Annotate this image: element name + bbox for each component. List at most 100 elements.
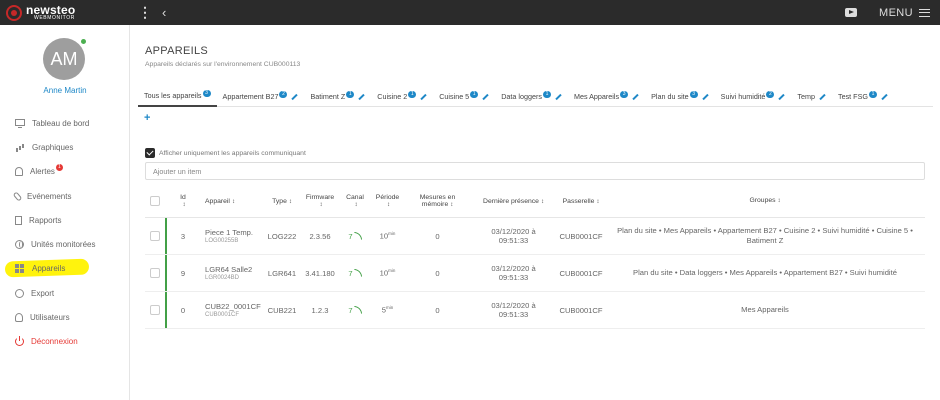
sidebar-item-rapports[interactable]: Rapports [0,208,130,232]
checkbox-label: Afficher uniquement les appareils commun… [159,149,306,157]
pencil-icon[interactable] [701,93,709,100]
avatar[interactable]: AM [43,38,85,80]
pencil-icon[interactable] [358,93,365,100]
tab-tous-les-appareils[interactable]: Tous les appareils 3 [138,87,217,107]
col-mesures[interactable]: Mesures en mémoire ↕ [419,194,456,208]
pencil-icon[interactable] [420,93,427,100]
sidebar-item-unites-monitorees[interactable]: Unités monitorées [0,232,130,256]
checkbox-checked[interactable] [145,148,155,158]
cell-passerelle: CUB0001CF [559,268,603,278]
menu-label[interactable]: MENU [879,6,913,19]
add-item-input[interactable] [145,162,925,180]
cell-date: 03/12/2020 à [491,227,536,236]
sidebar-item-deconnexion[interactable]: Déconnexion [0,330,130,354]
row-checkbox[interactable] [150,231,160,241]
tab-plan-du-site[interactable]: Plan du site 3 [645,87,715,107]
pencil-icon[interactable] [881,93,888,100]
cell-groupes: Mes Appareils [741,304,789,314]
sidebar-item-alertes[interactable]: Alertes 1 [0,160,130,184]
pencil-icon[interactable] [291,93,299,100]
paperclip-icon [12,190,23,202]
page-subtitle: Appareils déclarés sur l'environnement C… [145,61,301,68]
main-content: APPAREILS Appareils déclarés sur l'envir… [130,25,940,400]
sort-icon: ↕ [540,198,544,205]
tab-label: Appartement B27 [222,92,279,101]
chevron-left-icon[interactable]: ‹ [162,5,167,20]
device-name[interactable]: Piece 1 Temp. [205,228,253,237]
sidebar-item-export[interactable]: Export [0,281,130,305]
bell-icon [15,167,23,177]
sidebar-item-utilisateurs[interactable]: Utilisateurs [0,305,130,329]
device-serial: CUB0001CF [205,312,240,318]
tab-cuisine-2[interactable]: Cuisine 2 1 [371,87,433,107]
sidebar-item-tableau-de-bord[interactable]: Tableau de bord [0,111,130,135]
sidebar-item-graphiques[interactable]: Graphiques [0,135,130,159]
device-name[interactable]: LGR64 Salle2 [205,265,253,274]
tab-batiment-z[interactable]: Batiment Z 1 [304,87,371,107]
col-appareil[interactable]: Appareil ↕ [205,197,235,205]
cell-type: LGR641 [267,268,297,278]
tab-cuisine-5[interactable]: Cuisine 5 1 [433,87,495,107]
cell-passerelle: CUB0001CF [559,231,603,241]
col-presence[interactable]: Dernière présence ↕ [483,197,544,205]
sort-icon: ↕ [288,198,292,205]
col-canal[interactable]: Canal ↕ [346,194,364,208]
cell-date: 03/12/2020 à [491,264,536,273]
col-passerelle[interactable]: Passerelle ↕ [562,197,600,205]
col-id[interactable]: Id ↕ [180,194,186,208]
communicating-only-filter[interactable]: Afficher uniquement les appareils commun… [145,148,306,158]
col-groupes[interactable]: Groupes ↕ [749,197,781,205]
cell-periode: 10 [379,268,389,278]
col-type[interactable]: Type ↕ [272,197,292,205]
col-periode[interactable]: Période ↕ [375,194,400,208]
periode-unit: min [388,268,396,274]
signal-icon [353,306,362,314]
device-serial: LOG00255B [205,238,239,244]
add-group-button[interactable]: + [144,112,151,124]
col-firmware[interactable]: Firmware ↕ [305,194,335,208]
cell-type: LOG222 [267,231,297,241]
power-icon [15,336,24,347]
cell-firmware: 3.41.180 [305,268,335,278]
tab-count-badge: 2 [766,90,775,98]
video-play-icon[interactable] [845,8,857,17]
device-serial: LGR0024BD [205,275,240,281]
table-row[interactable]: 3 Piece 1 Temp. LOG00255B LOG222 2.3.56 … [145,218,925,255]
cell-canal: 7 [348,306,353,315]
sidebar-item-label: Graphiques [32,142,74,152]
signal-icon [353,232,362,240]
row-checkbox[interactable] [150,305,160,315]
pencil-icon[interactable] [555,93,562,100]
table-row[interactable]: 9 LGR64 Salle2 LGR0024BD LGR641 3.41.180… [145,255,925,292]
tab-mes-appareils[interactable]: Mes Appareils 3 [568,87,645,107]
tab-suivi-humidite[interactable]: Suivi humidité 2 [715,87,792,107]
sidebar-item-appareils[interactable]: Appareils [0,257,130,281]
hamburger-menu-icon[interactable] [919,8,930,17]
tab-test-fsg[interactable]: Test FSG 1 [832,87,894,107]
sidebar-item-label: Tableau de bord [32,118,90,128]
more-vertical-icon[interactable]: ⋮ [138,4,152,20]
row-checkbox[interactable] [150,268,160,278]
pencil-icon[interactable] [778,93,786,100]
tab-count-badge: 2 [279,90,288,98]
user-name[interactable]: Anne Martin [43,86,87,95]
tab-count-badge: 1 [868,90,877,98]
users-icon [15,313,23,323]
cell-firmware: 2.3.56 [309,231,331,241]
tab-data-loggers[interactable]: Data loggers 1 [495,87,568,107]
document-icon [15,215,22,225]
device-name[interactable]: CUB22_0001CF [205,302,261,311]
tab-appartement-b27[interactable]: Appartement B27 2 [217,87,305,107]
tab-count-badge: 3 [620,90,629,98]
cell-time: 09:51:33 [498,273,529,282]
sidebar-item-evenements[interactable]: Evénements [0,184,130,208]
pencil-icon[interactable] [819,93,826,100]
tab-temp[interactable]: Temp [791,87,832,107]
brand-name: newsteo [26,3,76,17]
select-all-checkbox[interactable] [150,196,160,206]
tab-label: Data loggers [501,92,542,101]
pencil-icon[interactable] [632,93,639,100]
table-row[interactable]: 0 CUB22_0001CF CUB0001CF CUB221 1.2.3 7 … [145,292,925,329]
pencil-icon[interactable] [482,93,489,100]
brand-logo[interactable]: newsteo WEBMONITOR [0,4,130,21]
